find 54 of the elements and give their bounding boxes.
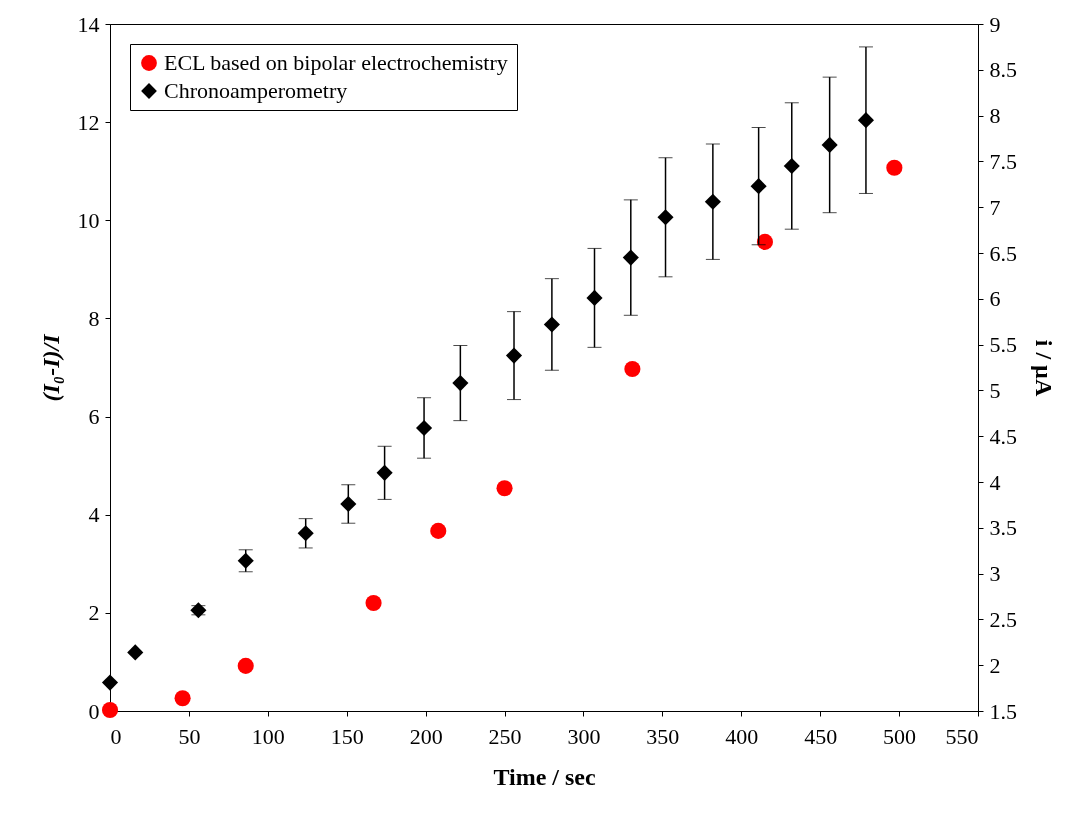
x-tick-label: 400 (725, 723, 759, 749)
x-tick-label: 350 (646, 723, 680, 749)
x-tick-label: 150 (330, 723, 364, 749)
point (886, 159, 903, 176)
legend-label: Chronoamperometry (164, 78, 348, 103)
y2-tick-label: 9 (989, 11, 1001, 37)
point (101, 674, 119, 691)
y2-tick-label: 3 (989, 561, 1001, 587)
x-tick-label: 550 (945, 723, 979, 749)
y-tick-label: 8 (88, 305, 100, 331)
y-tick-label: 2 (88, 600, 100, 626)
y-tick-label: 6 (88, 404, 100, 430)
y2-tick-label: 5.5 (989, 332, 1017, 358)
y2-tick-label: 1.5 (989, 698, 1017, 724)
y-axis-title: (I₀-I)/I (37, 332, 64, 402)
point (237, 657, 254, 674)
y2-tick-label: 6 (989, 286, 1001, 312)
y2-tick-label: 8.5 (989, 57, 1017, 83)
point (127, 644, 144, 661)
x-tick-label: 450 (804, 723, 838, 749)
y2-tick-label: 4 (989, 469, 1001, 495)
y-tick-label: 10 (77, 207, 100, 233)
x-tick-label: 500 (883, 723, 917, 749)
y-tick-label: 14 (77, 11, 100, 37)
y-tick-label: 4 (88, 502, 100, 528)
x-tick-label: 100 (251, 723, 285, 749)
y2-axis-title: i / µA (1031, 339, 1057, 397)
point (297, 525, 314, 542)
y-tick-label: 0 (88, 698, 100, 724)
x-tick-label: 50 (178, 723, 201, 749)
y2-tick-label: 4.5 (989, 423, 1017, 449)
y2-tick-label: 7.5 (989, 148, 1017, 174)
x-tick-label: 300 (567, 723, 601, 749)
y2-tick-label: 6.5 (989, 240, 1017, 266)
point (756, 233, 774, 250)
y2-tick-label: 2 (989, 652, 1001, 678)
y2-tick-label: 2.5 (989, 606, 1017, 632)
y2-tick-label: 5 (989, 377, 1001, 403)
point (237, 552, 254, 569)
legend-label: ECL based on bipolar electrochemistry (164, 50, 508, 75)
y2-tick-label: 7 (989, 194, 1001, 220)
y2-tick-label: 3.5 (989, 515, 1017, 541)
x-tick-label: 0 (110, 723, 122, 749)
x-axis-title: Time / sec (493, 763, 596, 790)
point (624, 360, 641, 378)
point (430, 522, 447, 539)
point (496, 480, 513, 497)
x-tick-label: 200 (409, 723, 443, 749)
y2-tick-label: 8 (989, 103, 1001, 129)
y-tick-label: 12 (77, 109, 100, 135)
point (365, 595, 382, 612)
point (174, 690, 191, 707)
point (101, 701, 119, 719)
x-tick-label: 250 (488, 723, 522, 749)
